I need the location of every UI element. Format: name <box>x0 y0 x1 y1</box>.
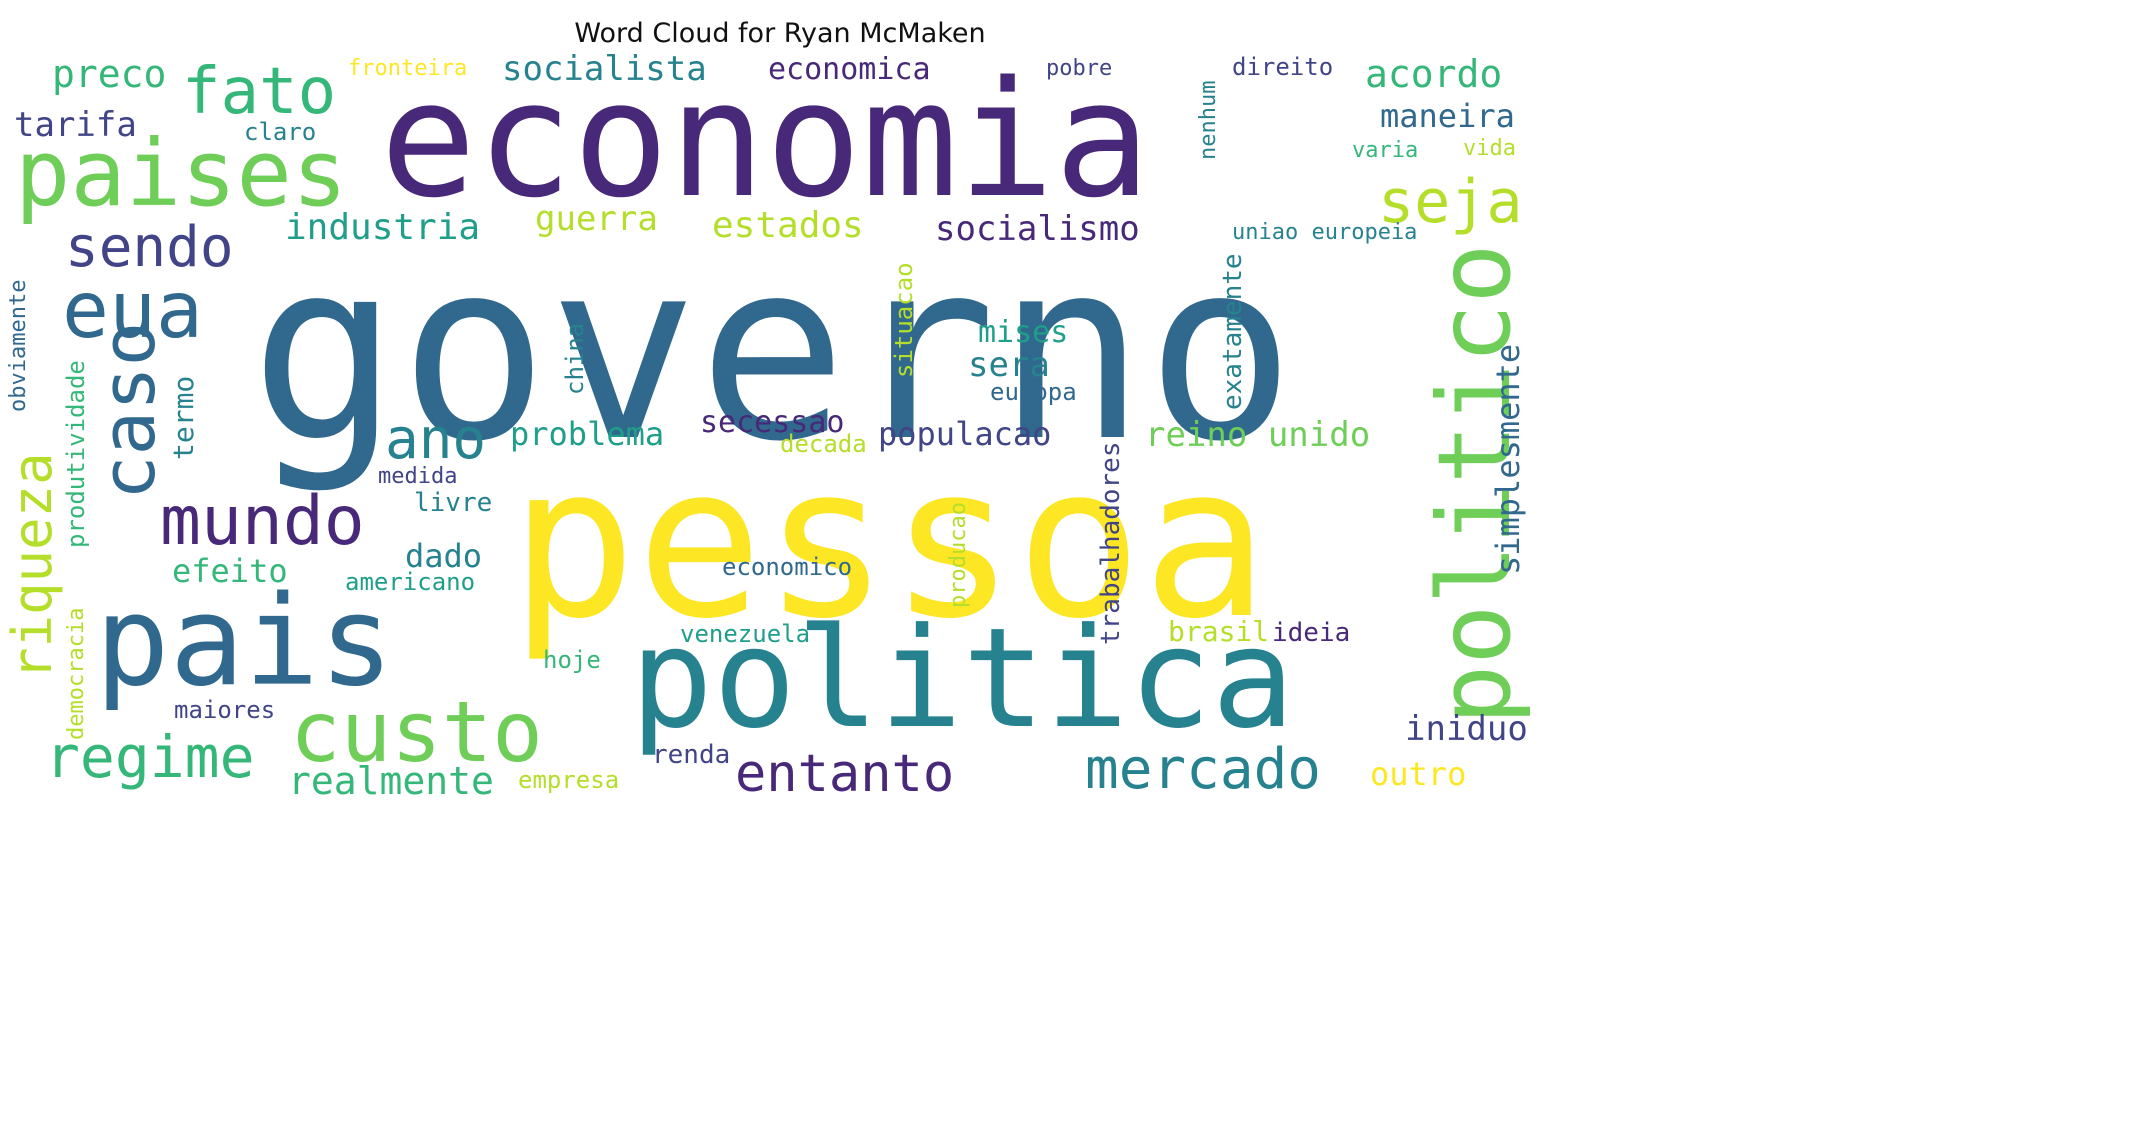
word-pessoa: pessoa <box>510 420 1269 665</box>
word-mundo: mundo <box>160 482 365 561</box>
word-venezuela: venezuela <box>680 620 811 648</box>
word-politica: politica <box>630 598 1295 759</box>
word-livre: livre <box>414 488 493 518</box>
word-preco: preco <box>52 52 167 96</box>
word-mercado: mercado <box>1085 737 1322 802</box>
word-exatamente: exatamente <box>1218 253 1248 410</box>
word-socialismo: socialismo <box>935 209 1140 249</box>
word-maiores: maiores <box>174 696 276 724</box>
word-cloud: governo pessoa economia politica pais po… <box>1 46 1533 804</box>
word-tarifa: tarifa <box>14 105 137 145</box>
word-uniao-europeia: uniao europeia <box>1232 220 1418 245</box>
word-americano: americano <box>345 568 476 596</box>
word-vida: vida <box>1463 136 1516 161</box>
word-ano: ano <box>385 407 487 472</box>
word-custo: custo <box>290 683 543 781</box>
word-eua: eua <box>62 266 203 356</box>
word-realmente: realmente <box>288 759 494 803</box>
word-china: china <box>561 322 589 395</box>
word-claro: claro <box>244 118 317 146</box>
word-hoje: hoje <box>543 646 601 674</box>
word-producao: producao <box>946 502 971 608</box>
word-problema: problema <box>510 415 665 453</box>
word-obviamente: obviamente <box>6 279 31 412</box>
word-seja: seja <box>1378 167 1523 237</box>
word-ideia: ideia <box>1272 618 1351 648</box>
word-brasil: brasil <box>1168 615 1270 648</box>
word-direito: direito <box>1232 53 1334 81</box>
word-reino-unido: reino unido <box>1145 415 1371 455</box>
word-populacao: populacao <box>878 415 1052 453</box>
word-decada: decada <box>780 430 867 458</box>
word-regime: regime <box>45 723 255 791</box>
word-acordo: acordo <box>1365 52 1503 96</box>
word-maneira: maneira <box>1380 97 1515 135</box>
word-mises: mises <box>978 315 1069 350</box>
word-trabalhadores: trabalhadores <box>1096 441 1126 646</box>
word-outro: outro <box>1370 755 1467 793</box>
word-economia: economia <box>380 46 1151 233</box>
word-socialista: socialista <box>502 49 707 89</box>
word-economica: economica <box>768 52 931 87</box>
word-termo: termo <box>167 375 200 460</box>
word-medida: medida <box>378 464 458 489</box>
word-entanto: entanto <box>735 744 955 804</box>
word-democracia: democracia <box>64 607 89 740</box>
word-economico: economico <box>722 553 853 581</box>
word-europa: europa <box>990 378 1077 406</box>
word-guerra: guerra <box>535 199 658 239</box>
word-iniduo: iniduo <box>1405 709 1528 749</box>
word-fronteira: fronteira <box>348 56 468 81</box>
word-riqueza: riqueza <box>1 452 64 680</box>
word-paises: paises <box>15 120 348 227</box>
word-pais: pais <box>95 570 394 714</box>
word-dado: dado <box>405 537 483 575</box>
word-situacao: situacao <box>890 262 918 378</box>
word-varia: varia <box>1352 138 1419 163</box>
word-sendo: sendo <box>65 215 234 280</box>
word-renda: renda <box>652 740 731 770</box>
word-produtividade: produtividade <box>62 360 90 548</box>
word-sera: sera <box>968 345 1050 385</box>
word-fato: fato <box>182 55 337 129</box>
word-secessao: secessao <box>700 405 845 440</box>
word-pobre: pobre <box>1046 56 1113 81</box>
word-efeito: efeito <box>172 552 288 590</box>
word-simplesmente: simplesmente <box>1489 343 1527 575</box>
word-estados: estados <box>712 205 864 246</box>
word-empresa: empresa <box>518 766 620 794</box>
word-nenhum: nenhum <box>1196 80 1221 160</box>
word-industria: industria <box>285 207 481 248</box>
chart-title: Word Cloud for Ryan McMaken <box>574 18 986 49</box>
word-governo: governo <box>250 208 1296 496</box>
